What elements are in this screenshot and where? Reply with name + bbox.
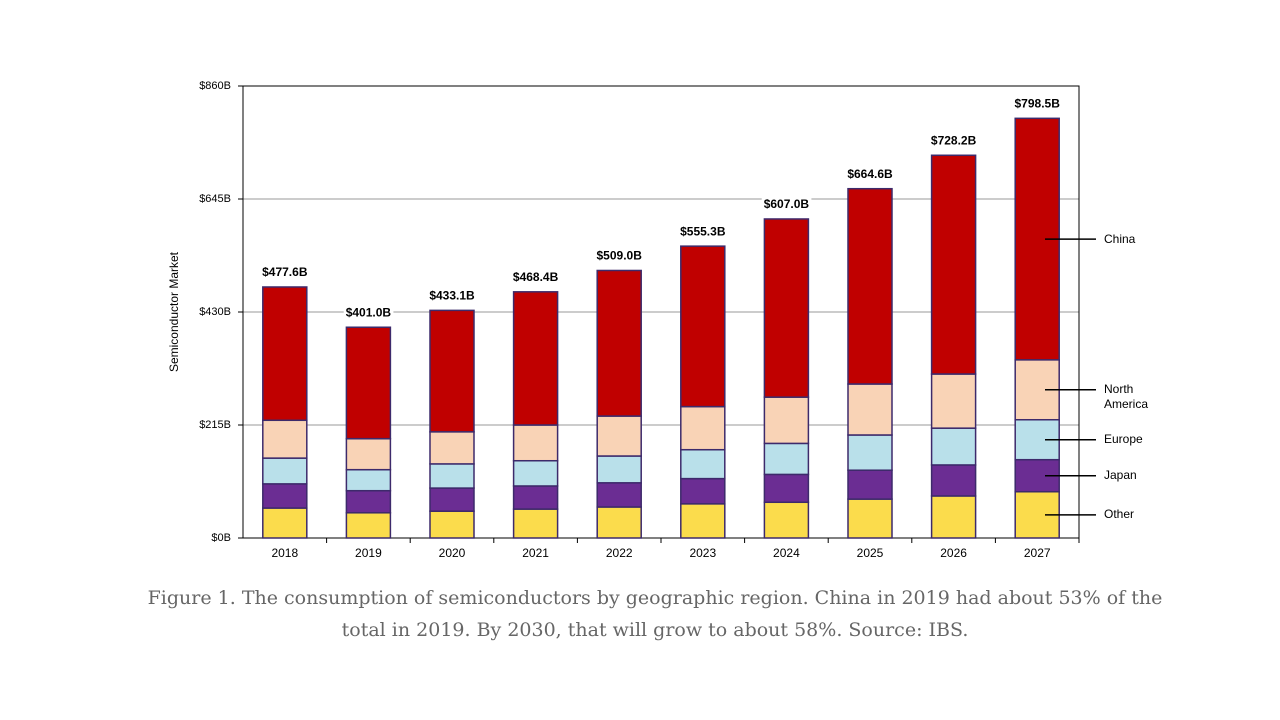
bar-segment	[763, 501, 810, 539]
x-tick-label: 2023	[689, 546, 716, 560]
bar-segment	[262, 483, 308, 509]
bar-segment	[596, 415, 642, 457]
bar-segment	[345, 326, 392, 440]
bar-segment	[763, 218, 810, 398]
bar-segment	[680, 448, 726, 480]
bar-segment	[847, 434, 893, 471]
bar-segment	[429, 510, 475, 539]
y-tick-label: $215B	[199, 419, 231, 431]
label-bg	[928, 133, 979, 148]
x-tick-label: 2027	[1024, 546, 1051, 560]
bar-segment	[429, 309, 475, 433]
bar-segment	[345, 468, 392, 492]
bar-segment	[847, 469, 893, 500]
x-tick-label: 2022	[606, 546, 633, 560]
bar-segment	[680, 245, 726, 408]
bar-segment	[680, 477, 726, 505]
bar-segment	[512, 424, 559, 462]
x-tick-label: 2018	[271, 546, 298, 560]
bar-segment	[930, 427, 977, 466]
bar-segment	[596, 506, 642, 539]
bar-segment	[847, 498, 893, 539]
bar-segment	[763, 442, 810, 476]
bar-segment	[429, 431, 475, 465]
bar-segment	[345, 489, 392, 514]
total-label: $433.1B	[429, 289, 475, 303]
y-tick-label: $430B	[199, 306, 231, 318]
bar-segment	[596, 482, 642, 508]
bar-segment	[847, 187, 893, 385]
total-label: $555.3B	[680, 224, 726, 238]
legend-label: Europe	[1104, 432, 1143, 447]
bar-segment	[262, 457, 308, 485]
y-tick-label: $860B	[199, 80, 231, 92]
total-label: $728.2B	[931, 133, 977, 147]
label-bg	[260, 265, 310, 280]
total-label: $477.6B	[262, 265, 308, 279]
legend-label: Other	[1104, 507, 1135, 522]
bar-segment	[930, 373, 977, 429]
bar-segment	[512, 459, 559, 487]
bar-segment	[262, 507, 308, 539]
legend-label: China	[1104, 231, 1136, 246]
bar-segment	[596, 455, 642, 484]
bar-segment	[930, 464, 977, 497]
bar-segment	[512, 485, 559, 510]
label-bg	[761, 197, 812, 212]
bar-segment	[345, 512, 392, 539]
bar-segment	[345, 437, 392, 471]
legend-label: Japan	[1104, 468, 1137, 483]
bar-segment	[262, 419, 308, 459]
y-tick-label: $645B	[199, 193, 231, 205]
x-tick-label: 2021	[522, 546, 549, 560]
x-tick-label: 2020	[439, 546, 466, 560]
bar-segment	[512, 291, 559, 426]
bar-segment	[847, 383, 893, 436]
bar-segment	[680, 405, 726, 451]
bar-segment	[429, 487, 475, 512]
x-tick-label: 2026	[940, 546, 967, 560]
bar-segment	[930, 154, 977, 375]
label-bg	[845, 166, 896, 181]
x-tick-label: 2019	[355, 546, 382, 560]
bar-segment	[680, 503, 726, 539]
bar-segment	[262, 286, 308, 422]
bar-segment	[512, 508, 559, 539]
label-bg	[1012, 96, 1063, 111]
x-tick-label: 2024	[773, 546, 800, 560]
caption: Figure 1. The consumption of semiconduct…	[147, 587, 1163, 641]
total-label: $468.4B	[513, 270, 559, 284]
bar-segment	[596, 269, 642, 417]
label-bg	[594, 248, 645, 263]
bar-segment	[429, 463, 475, 489]
label-bg	[343, 305, 394, 320]
y-axis-label: Semiconductor Market	[167, 251, 181, 372]
total-label: $607.0B	[764, 197, 810, 211]
legend-label: North America	[1104, 381, 1149, 411]
bar-segment	[763, 473, 810, 504]
label-bg	[510, 269, 561, 284]
total-label: $509.0B	[597, 249, 643, 263]
bar-segment	[930, 495, 977, 539]
total-label: $664.6B	[847, 167, 893, 181]
bar-segment	[763, 396, 810, 445]
label-bg	[678, 224, 728, 239]
total-label: $401.0B	[346, 305, 392, 319]
total-label: $798.5B	[1015, 96, 1061, 110]
x-tick-label: 2025	[857, 546, 884, 560]
y-tick-label: $0B	[211, 532, 231, 544]
label-bg	[427, 288, 478, 303]
